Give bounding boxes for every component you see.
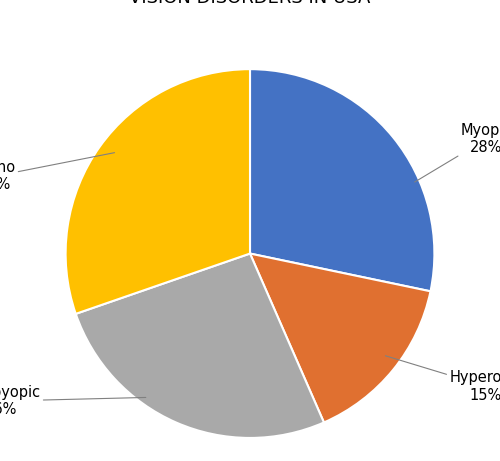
Text: Hyperopic
15%: Hyperopic 15%: [386, 356, 500, 402]
Title: VISION DISORDERS IN USA: VISION DISORDERS IN USA: [130, 0, 370, 7]
Wedge shape: [250, 69, 434, 291]
Wedge shape: [250, 254, 430, 422]
Text: Myopic
28%: Myopic 28%: [414, 123, 500, 182]
Text: Plano
30%: Plano 30%: [0, 153, 114, 192]
Wedge shape: [66, 69, 250, 314]
Wedge shape: [76, 254, 324, 438]
Text: Presbyopic
26%: Presbyopic 26%: [0, 385, 146, 417]
